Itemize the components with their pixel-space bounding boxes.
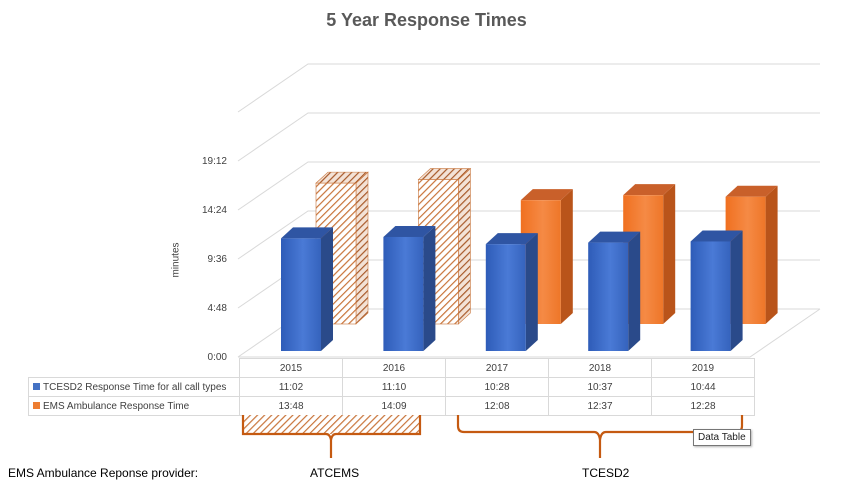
y-tick-label: 9:36 — [207, 254, 227, 265]
bar-tcesd2-2015 — [281, 227, 333, 351]
bar-tcesd2-2019 — [690, 230, 743, 351]
legend-swatch-orange — [33, 401, 40, 409]
bar-tcesd2-2016 — [383, 225, 436, 351]
series-name: TCESD2 Response Time for all call types — [43, 381, 227, 393]
y-tick-label: 14:24 — [201, 205, 227, 216]
group-label-tcesd2: TCESD2 — [582, 466, 630, 480]
legend-swatch-blue — [33, 382, 40, 390]
bar-tcesd2-2017 — [485, 233, 538, 351]
data-table-tooltip: Data Table — [693, 429, 751, 446]
floor-edge — [238, 308, 821, 358]
chart-title: 5 Year Response Times — [326, 10, 527, 30]
y-tick-label: 0:00 — [207, 352, 227, 363]
data-label: 12:28 — [651, 396, 755, 416]
data-table-row: TCESD2 Response Time for all call types … — [28, 377, 755, 397]
gridline — [237, 112, 820, 162]
gridline — [237, 63, 820, 113]
gridline — [237, 161, 820, 211]
atcems-hatch-band — [243, 415, 420, 434]
series-name: EMS Ambulance Response Time — [43, 400, 190, 412]
data-table-header-row: 2015 2016 2017 2018 2019 — [29, 358, 755, 378]
data-table-row: EMS Ambulance Response Time 13:48 14:09 … — [28, 396, 755, 416]
y-tick-label: 19:12 — [201, 156, 227, 167]
group-label-atcems: ATCEMS — [310, 466, 360, 480]
data-table: 2015 2016 2017 2018 2019 TCESD2 Response… — [28, 358, 755, 416]
y-tick-label: 4:48 — [207, 303, 227, 314]
provider-label: EMS Ambulance Reponse provider: — [8, 466, 199, 480]
atcems-bracket — [241, 415, 422, 458]
legend-entry-ems: EMS Ambulance Response Time — [28, 396, 240, 416]
bar-tcesd2-2018 — [588, 231, 641, 351]
